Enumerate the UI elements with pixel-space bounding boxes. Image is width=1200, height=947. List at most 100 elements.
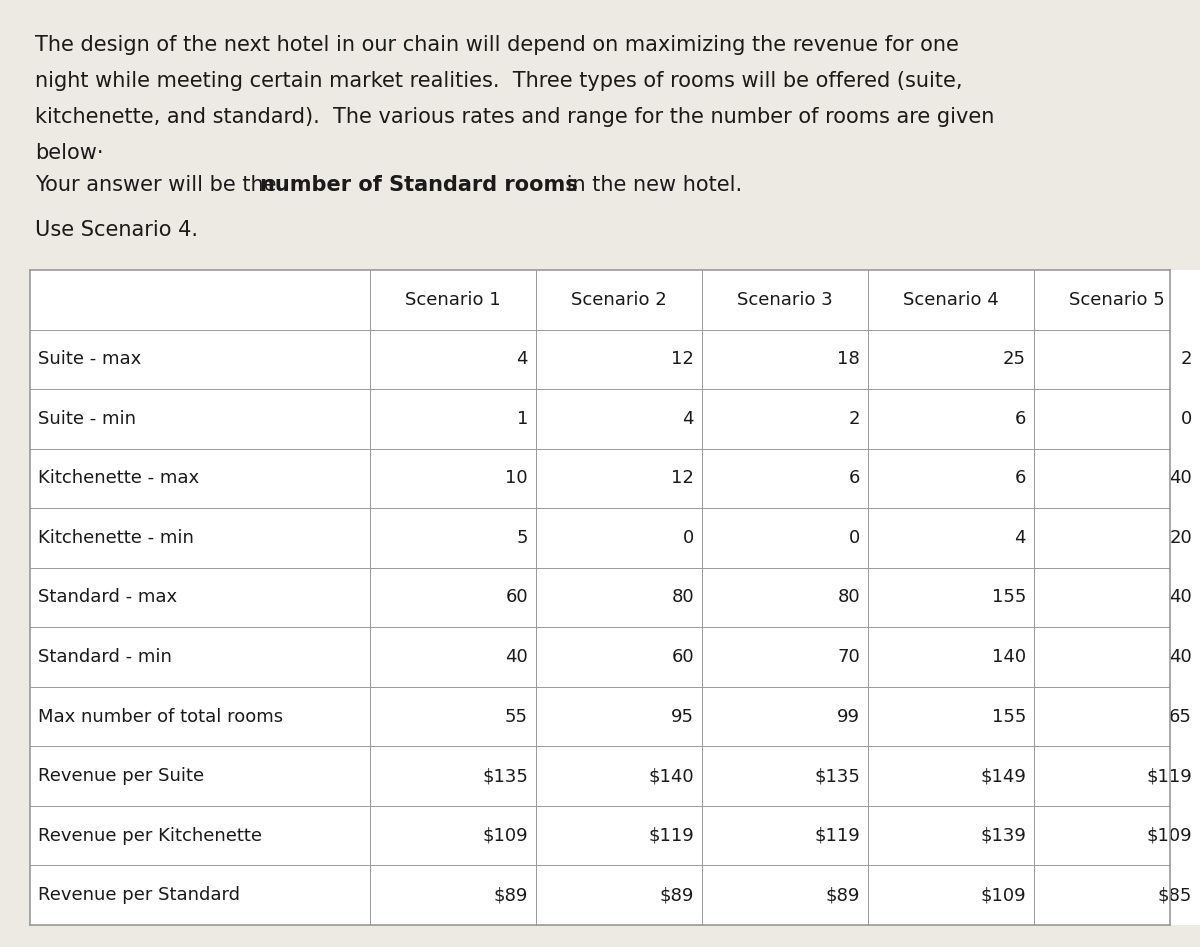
Text: 99: 99: [836, 707, 860, 725]
Bar: [30, 627, 370, 687]
Bar: [30, 568, 370, 627]
Bar: [702, 627, 868, 687]
Text: 55: 55: [505, 707, 528, 725]
Bar: [370, 866, 536, 925]
Text: $149: $149: [980, 767, 1026, 785]
Bar: [702, 746, 868, 806]
Text: 2: 2: [1181, 350, 1192, 368]
Text: Use Scenario 4.: Use Scenario 4.: [35, 220, 198, 240]
Bar: [868, 746, 1034, 806]
Text: 4: 4: [683, 410, 694, 428]
Bar: [1034, 627, 1200, 687]
Text: 5: 5: [516, 529, 528, 547]
Bar: [1034, 806, 1200, 866]
Bar: [370, 330, 536, 389]
Text: 10: 10: [505, 470, 528, 488]
Text: 0: 0: [848, 529, 860, 547]
Text: night while meeting certain market realities.  Three types of rooms will be offe: night while meeting certain market reali…: [35, 71, 962, 91]
Text: 4: 4: [516, 350, 528, 368]
Bar: [370, 806, 536, 866]
Bar: [536, 389, 702, 449]
Text: Scenario 5: Scenario 5: [1069, 291, 1165, 309]
Text: in the new hotel.: in the new hotel.: [560, 175, 742, 195]
Text: Scenario 1: Scenario 1: [406, 291, 500, 309]
Text: 12: 12: [671, 350, 694, 368]
Text: Your answer will be the: Your answer will be the: [35, 175, 283, 195]
Bar: [868, 270, 1034, 330]
Bar: [1034, 270, 1200, 330]
Text: 40: 40: [1169, 588, 1192, 606]
Text: 0: 0: [683, 529, 694, 547]
Bar: [868, 509, 1034, 568]
Text: $85: $85: [1158, 886, 1192, 904]
Text: 155: 155: [991, 588, 1026, 606]
Text: Max number of total rooms: Max number of total rooms: [38, 707, 283, 725]
Text: 18: 18: [838, 350, 860, 368]
Text: $139: $139: [980, 827, 1026, 845]
Bar: [30, 449, 370, 509]
Bar: [536, 270, 702, 330]
Bar: [370, 389, 536, 449]
Text: kitchenette, and standard).  The various rates and range for the number of rooms: kitchenette, and standard). The various …: [35, 107, 995, 127]
Text: 25: 25: [1003, 350, 1026, 368]
Bar: [868, 449, 1034, 509]
Bar: [1034, 509, 1200, 568]
Bar: [702, 389, 868, 449]
Bar: [1034, 866, 1200, 925]
Bar: [702, 270, 868, 330]
Bar: [868, 568, 1034, 627]
Text: Kitchenette - min: Kitchenette - min: [38, 529, 194, 547]
Bar: [702, 509, 868, 568]
Text: Scenario 3: Scenario 3: [737, 291, 833, 309]
Text: Scenario 2: Scenario 2: [571, 291, 667, 309]
Text: 40: 40: [505, 648, 528, 666]
Text: Scenario 4: Scenario 4: [904, 291, 998, 309]
Bar: [370, 627, 536, 687]
Bar: [702, 568, 868, 627]
Bar: [370, 449, 536, 509]
Bar: [702, 449, 868, 509]
Bar: [370, 687, 536, 746]
Bar: [536, 687, 702, 746]
Bar: [1034, 389, 1200, 449]
Text: The design of the next hotel in our chain will depend on maximizing the revenue : The design of the next hotel in our chai…: [35, 35, 959, 55]
Text: $135: $135: [814, 767, 860, 785]
Bar: [536, 627, 702, 687]
Text: Suite - max: Suite - max: [38, 350, 142, 368]
Text: 0: 0: [1181, 410, 1192, 428]
Text: Standard - max: Standard - max: [38, 588, 178, 606]
Bar: [30, 509, 370, 568]
Bar: [536, 568, 702, 627]
Text: $89: $89: [826, 886, 860, 904]
Text: 80: 80: [671, 588, 694, 606]
Text: $119: $119: [1146, 767, 1192, 785]
Text: $109: $109: [1146, 827, 1192, 845]
Bar: [30, 687, 370, 746]
Text: 2: 2: [848, 410, 860, 428]
Text: 95: 95: [671, 707, 694, 725]
Bar: [702, 330, 868, 389]
Text: $109: $109: [980, 886, 1026, 904]
Bar: [868, 687, 1034, 746]
Text: Revenue per Standard: Revenue per Standard: [38, 886, 240, 904]
Bar: [536, 806, 702, 866]
Text: 4: 4: [1014, 529, 1026, 547]
Text: 6: 6: [1015, 410, 1026, 428]
Text: 1: 1: [517, 410, 528, 428]
Bar: [702, 806, 868, 866]
Text: Revenue per Suite: Revenue per Suite: [38, 767, 204, 785]
Text: Kitchenette - max: Kitchenette - max: [38, 470, 199, 488]
Bar: [868, 627, 1034, 687]
Bar: [1034, 746, 1200, 806]
Text: 65: 65: [1169, 707, 1192, 725]
Bar: [370, 509, 536, 568]
Text: $135: $135: [482, 767, 528, 785]
Bar: [536, 866, 702, 925]
Text: 6: 6: [1015, 470, 1026, 488]
Text: 70: 70: [838, 648, 860, 666]
Bar: [1034, 687, 1200, 746]
Text: $89: $89: [660, 886, 694, 904]
Bar: [536, 746, 702, 806]
Text: 140: 140: [992, 648, 1026, 666]
Text: $119: $119: [815, 827, 860, 845]
